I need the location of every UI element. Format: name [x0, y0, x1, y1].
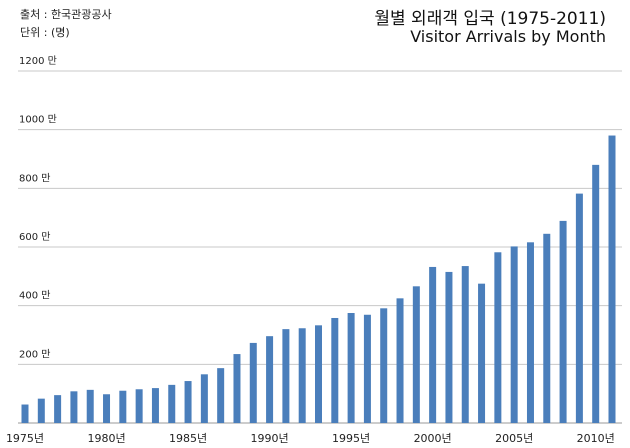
bar-1993	[315, 325, 322, 423]
bar-2005	[510, 246, 518, 423]
bar-1986	[200, 374, 208, 423]
bar-1976	[37, 398, 45, 423]
bar-1989	[249, 342, 257, 423]
x-tick-label: 1985년	[169, 432, 207, 445]
bar-1978	[70, 391, 78, 423]
axis-labels: 200 만 400 만 600 만 800 만 1000 만 1200 만 1975년 198…	[6, 55, 615, 445]
bar-1995	[347, 313, 355, 423]
y-tick-label: 200 만	[19, 348, 50, 360]
bar-2007	[543, 233, 551, 423]
bar-1990	[266, 336, 274, 423]
bar-1985	[184, 381, 192, 423]
bars	[21, 135, 616, 424]
x-tick-label: 1975년	[6, 432, 44, 445]
bar-2009	[575, 193, 583, 423]
y-tick-label: 800 만	[19, 172, 50, 184]
bar-1979	[86, 389, 94, 423]
bar-1984	[168, 384, 176, 423]
bar-2008	[559, 220, 567, 423]
bar-1997	[380, 308, 388, 423]
bar-1977	[54, 395, 62, 423]
y-tick-label: 400 만	[19, 290, 50, 302]
bar-1992	[298, 328, 306, 423]
bar-2002	[461, 266, 469, 423]
chart-title: 월별 외래객 입국 (1975-2011)	[374, 9, 606, 29]
x-tick-label: 2000년	[414, 432, 452, 445]
bar-1983	[151, 388, 159, 423]
x-tick-label: 2010년	[577, 432, 615, 445]
x-tick-label: 1980년	[87, 432, 125, 445]
bar-1991	[282, 329, 290, 423]
bar-2006	[526, 242, 534, 423]
bar-2001	[445, 271, 453, 423]
bar-1982	[135, 389, 143, 423]
bar-2011	[608, 135, 616, 424]
y-tick-label: 600 만	[19, 231, 50, 243]
bar-1987	[217, 368, 225, 423]
bar-1975	[21, 404, 29, 423]
bar-2010	[592, 164, 600, 423]
chart-subtitle: Visitor Arrivals by Month	[410, 27, 606, 46]
bar-2003	[478, 283, 486, 423]
source-label: 출처 : 한국관광공사	[20, 8, 112, 21]
x-tick-label: 1990년	[251, 432, 289, 445]
y-tick-label: 1200 만	[19, 55, 57, 67]
bar-2000	[429, 266, 437, 423]
bar-1996	[363, 314, 371, 423]
bar-1980	[103, 394, 111, 423]
bar-1999	[412, 286, 420, 423]
y-tick-label: 1000 만	[19, 114, 57, 126]
bar-1998	[396, 298, 404, 423]
x-tick-label: 2005년	[495, 432, 533, 445]
bar-1988	[233, 354, 241, 423]
bar-1994	[331, 317, 339, 423]
bar-2004	[494, 252, 502, 423]
unit-label: 단위 : (명)	[20, 26, 70, 39]
bar-1981	[119, 390, 127, 423]
x-tick-label: 1995년	[332, 432, 370, 445]
